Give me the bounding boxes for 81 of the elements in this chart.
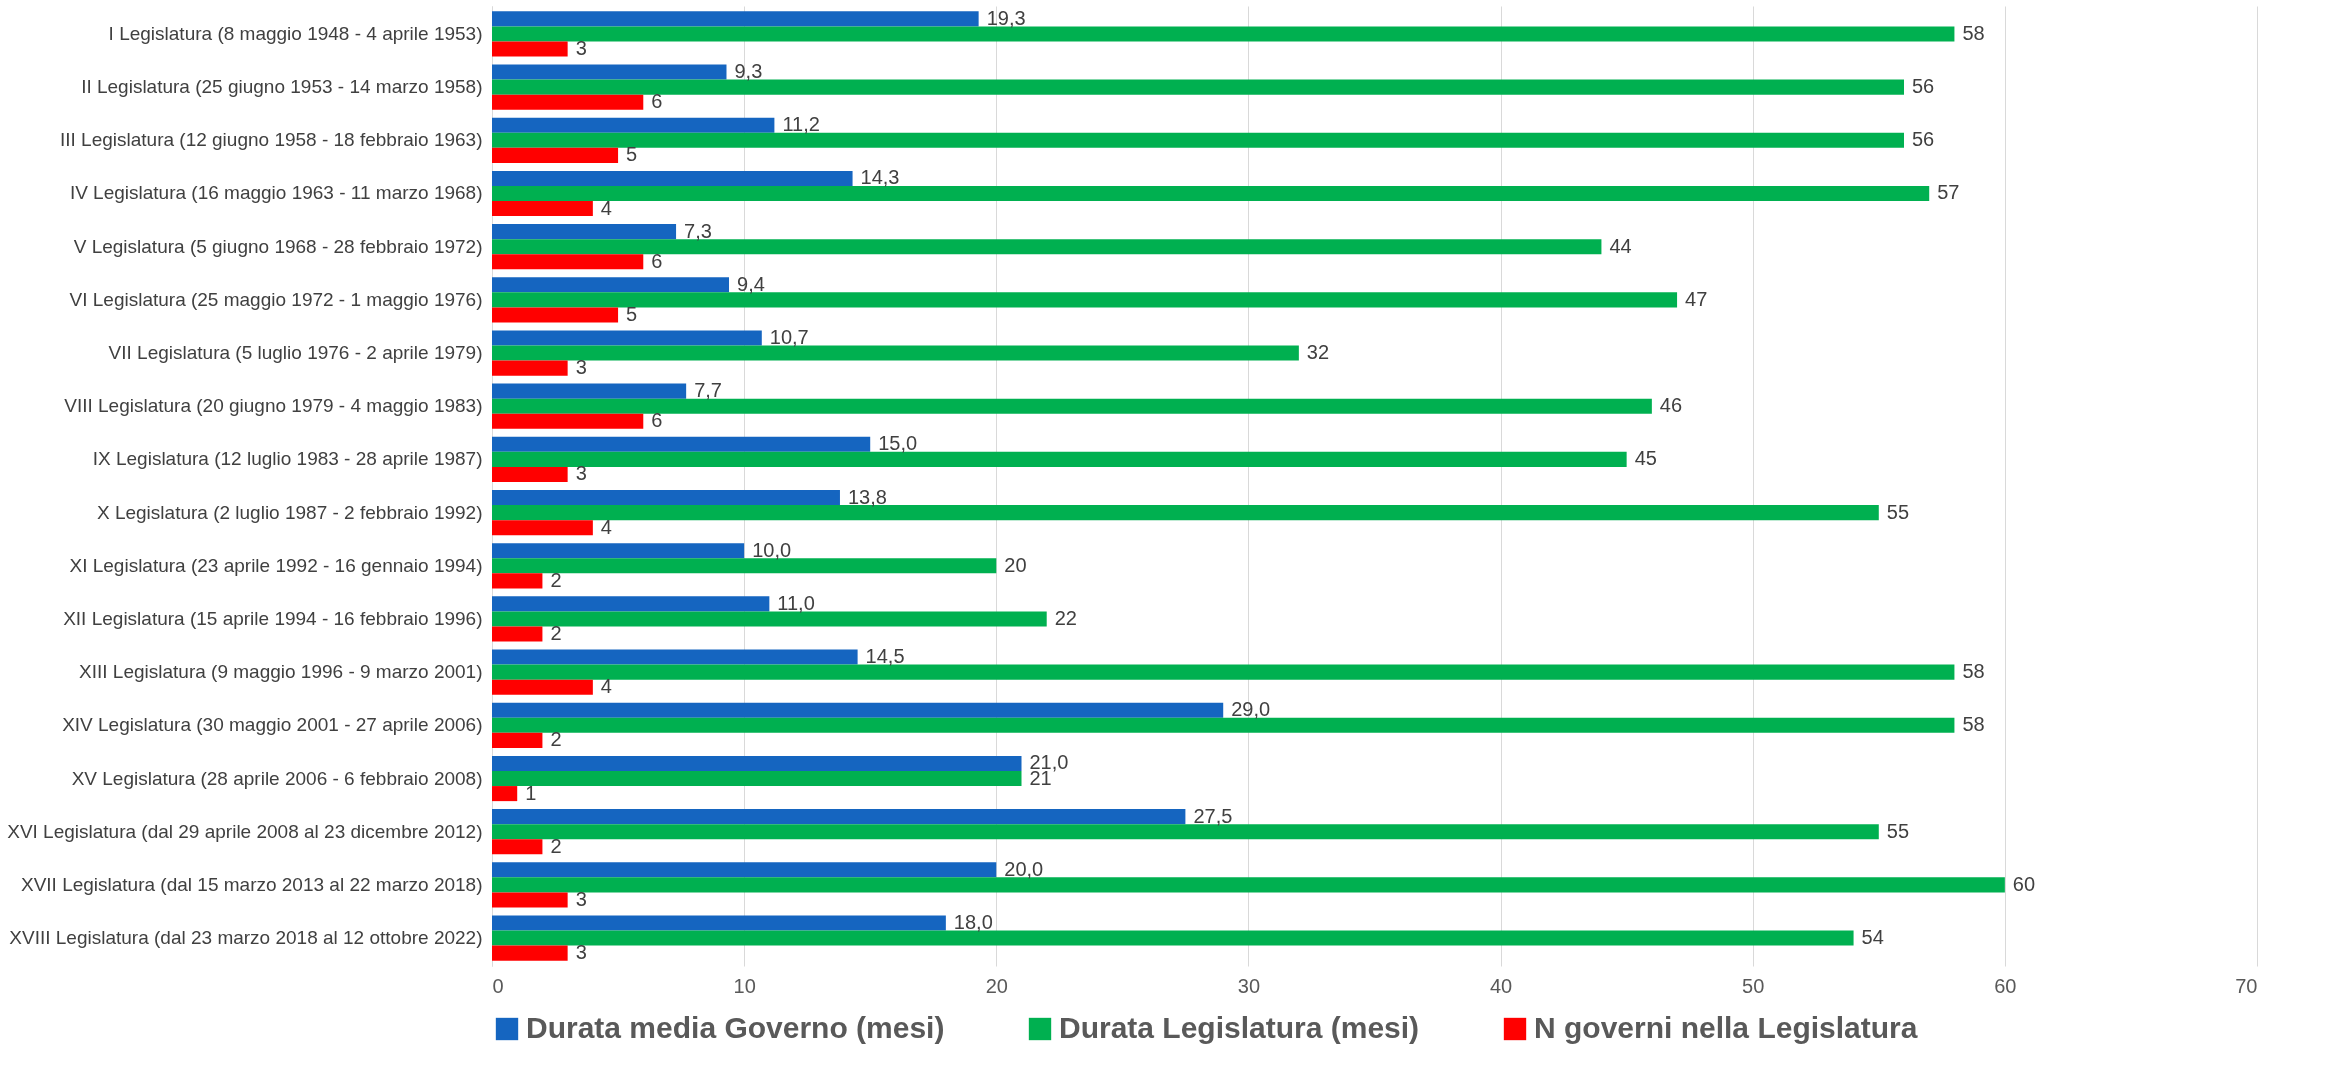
data-label: 7,7 <box>694 379 722 402</box>
data-label: 46 <box>1659 394 1683 417</box>
data-label: 20,0 <box>1004 857 1044 880</box>
y-tick-label: IV Legislatura (16 maggio 1963 - 11 marzo 1968) <box>69 182 483 204</box>
y-tick-label: XVIII Legislatura (dal 23 marzo 2018 al 12 ottobre 2022) <box>9 927 483 949</box>
y-tick-label: XII Legislatura (15 aprile 1994 - 16 febbraio 1996) <box>63 607 483 629</box>
y-tick-label: I Legislatura (8 maggio 1948 - 4 aprile 1953) <box>108 22 483 44</box>
x-tick-label: 10 <box>733 974 756 997</box>
y-tick-label: XIV Legislatura (30 maggio 2001 - 27 aprile 2006) <box>62 714 483 736</box>
data-label: 3 <box>575 356 587 379</box>
data-label: 58 <box>1962 713 1985 736</box>
x-tick-label: 60 <box>1994 974 2017 997</box>
data-label: 58 <box>1962 660 1985 683</box>
data-label: 3 <box>575 462 587 485</box>
y-tick-label: XVII Legislatura (dal 15 marzo 2013 al 22 marzo 2018) <box>20 873 483 895</box>
y-tick-label: VIII Legislatura (20 giugno 1979 - 4 maggio 1983) <box>64 395 483 417</box>
data-label: 56 <box>1912 75 1935 98</box>
data-label: 20 <box>1004 553 1027 576</box>
data-label: 11,2 <box>782 113 820 136</box>
data-label: 3 <box>575 941 587 964</box>
legend-label: Durata media Governo (mesi) <box>526 1011 945 1044</box>
data-label: 57 <box>1937 181 1960 204</box>
data-label: 18,0 <box>953 911 993 934</box>
x-tick-label: 0 <box>492 974 504 997</box>
y-tick-label: VII Legislatura (5 luglio 1976 - 2 aprile 1979) <box>108 342 483 364</box>
data-label: 2 <box>550 834 562 857</box>
x-tick-label: 20 <box>985 974 1008 997</box>
data-label: 5 <box>626 302 638 325</box>
data-label: 29,0 <box>1231 698 1271 721</box>
data-label: 11,0 <box>777 591 815 614</box>
data-label: 45 <box>1634 447 1657 470</box>
y-tick-label: V Legislatura (5 giugno 1968 - 28 febbraio 1972) <box>73 235 483 257</box>
data-label: 3 <box>575 887 587 910</box>
y-tick-label: XIII Legislatura (9 maggio 1996 - 9 marzo 2001) <box>79 661 483 683</box>
data-label: 6 <box>651 249 663 272</box>
y-tick-label: II Legislatura (25 giugno 1953 - 14 marzo 1958) <box>81 76 483 98</box>
legend-label: Durata Legislatura (mesi) <box>1059 1011 1420 1044</box>
data-label: 15,0 <box>878 432 918 455</box>
y-tick-label: VI Legislatura (25 maggio 1972 - 1 maggio 1976) <box>69 288 483 310</box>
data-label: 2 <box>550 568 562 591</box>
data-label: 13,8 <box>847 485 887 508</box>
data-label: 3 <box>575 36 587 59</box>
data-label: 4 <box>600 196 612 219</box>
data-label: 27,5 <box>1193 804 1233 827</box>
data-label: 44 <box>1609 234 1632 257</box>
data-label: 19,3 <box>986 6 1026 29</box>
data-label: 22 <box>1054 606 1077 629</box>
y-tick-label: IX Legislatura (12 luglio 1983 - 28 aprile 1987) <box>92 448 483 470</box>
y-tick-label: XI Legislatura (23 aprile 1992 - 16 gennaio 1994) <box>69 554 483 576</box>
data-label: 9,3 <box>734 60 763 83</box>
x-tick-label: 50 <box>1742 974 1765 997</box>
y-tick-label: XVI Legislatura (dal 29 aprile 2008 al 23 dicembre 2012) <box>7 820 483 842</box>
legend-label: N governi nella Legislatura <box>1534 1011 1918 1044</box>
data-label: 54 <box>1861 926 1884 949</box>
data-label: 55 <box>1886 500 1910 523</box>
data-label: 6 <box>651 90 663 113</box>
data-label: 58 <box>1962 21 1985 44</box>
x-tick-label: 70 <box>2235 974 2258 997</box>
data-label: 7,3 <box>684 219 712 242</box>
data-label: 4 <box>600 515 612 538</box>
data-label: 32 <box>1306 341 1330 364</box>
data-label: 5 <box>626 143 638 166</box>
data-label: 2 <box>550 622 562 645</box>
data-label: 1 <box>525 781 537 804</box>
data-label: 2 <box>550 728 562 751</box>
data-label: 10,0 <box>752 538 792 561</box>
y-tick-label: XV Legislatura (28 aprile 2006 - 6 febbraio 2008) <box>71 767 483 789</box>
data-label: 4 <box>600 675 612 698</box>
data-label: 10,7 <box>769 325 809 348</box>
data-label: 6 <box>651 409 663 432</box>
data-label: 56 <box>1912 128 1935 151</box>
y-tick-label: X Legislatura (2 luglio 1987 - 2 febbraio 1992) <box>96 501 483 523</box>
data-label: 9,4 <box>737 272 765 295</box>
data-label: 47 <box>1685 287 1708 310</box>
x-tick-label: 30 <box>1237 974 1261 997</box>
x-tick-label: 40 <box>1489 974 1513 997</box>
data-label: 55 <box>1886 819 1910 842</box>
data-label: 60 <box>2012 872 2036 895</box>
y-tick-label: III Legislatura (12 giugno 1958 - 18 febbraio 1963) <box>59 129 483 151</box>
data-label: 14,3 <box>860 166 900 189</box>
data-label: 14,5 <box>865 645 905 668</box>
